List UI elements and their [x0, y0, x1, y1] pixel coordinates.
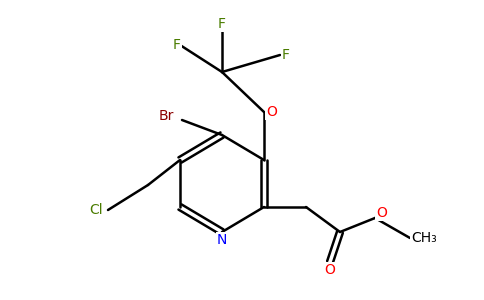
Text: F: F: [218, 17, 226, 31]
Text: F: F: [173, 38, 181, 52]
Text: O: O: [325, 263, 335, 277]
Text: Cl: Cl: [89, 203, 103, 217]
Text: F: F: [282, 48, 290, 62]
Text: CH₃: CH₃: [411, 231, 437, 245]
Text: O: O: [377, 206, 387, 220]
Text: O: O: [267, 105, 277, 119]
Text: Br: Br: [158, 109, 174, 123]
Text: N: N: [217, 233, 227, 247]
